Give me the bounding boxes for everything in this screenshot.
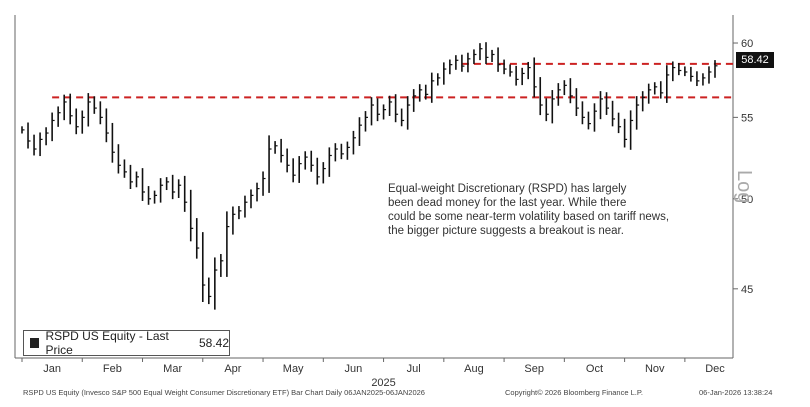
x-tick-label: Jul bbox=[407, 363, 421, 375]
annotation-line: could be some near-term volatility based… bbox=[388, 211, 669, 223]
x-tick-label: Nov bbox=[645, 363, 665, 375]
x-tick-label: Jun bbox=[345, 363, 363, 375]
y-tick-label: 45 bbox=[741, 284, 753, 296]
legend-value: 58.42 bbox=[198, 336, 229, 350]
legend-label: RSPD US Equity - Last Price bbox=[45, 329, 169, 357]
y-axis-label: Log bbox=[733, 170, 755, 204]
last-price-badge: 58.42 bbox=[736, 52, 774, 68]
x-tick-label: Sep bbox=[524, 363, 544, 375]
x-tick-label: Apr bbox=[224, 363, 241, 375]
footer-timestamp: 06-Jan-2026 13:38:24 bbox=[699, 388, 773, 397]
legend: RSPD US Equity - Last Price 58.42 bbox=[23, 329, 230, 357]
x-tick-label: Feb bbox=[103, 363, 122, 375]
annotation-line: been dead money for the last year. While… bbox=[388, 197, 626, 209]
y-tick-label: 50 bbox=[741, 194, 753, 206]
x-tick-label: Dec bbox=[705, 363, 725, 375]
x-tick-label: May bbox=[283, 363, 304, 375]
legend-swatch-icon bbox=[30, 338, 40, 348]
x-tick-label: Aug bbox=[464, 363, 484, 375]
x-tick-label: Jan bbox=[43, 363, 61, 375]
footer-source: RSPD US Equity (Invesco S&P 500 Equal We… bbox=[23, 388, 425, 397]
y-tick-label: 60 bbox=[741, 38, 753, 50]
y-tick-label: 55 bbox=[741, 112, 753, 124]
annotation-line: the bigger picture suggests a breakout i… bbox=[388, 225, 624, 237]
annotation-line: Equal-weight Discretionary (RSPD) has la… bbox=[388, 183, 627, 195]
x-tick-label: Oct bbox=[586, 363, 603, 375]
footer-copyright: Copyright© 2026 Bloomberg Finance L.P. bbox=[505, 388, 643, 397]
x-tick-label: Mar bbox=[163, 363, 182, 375]
x-axis-year-label: 2025 bbox=[371, 377, 395, 389]
